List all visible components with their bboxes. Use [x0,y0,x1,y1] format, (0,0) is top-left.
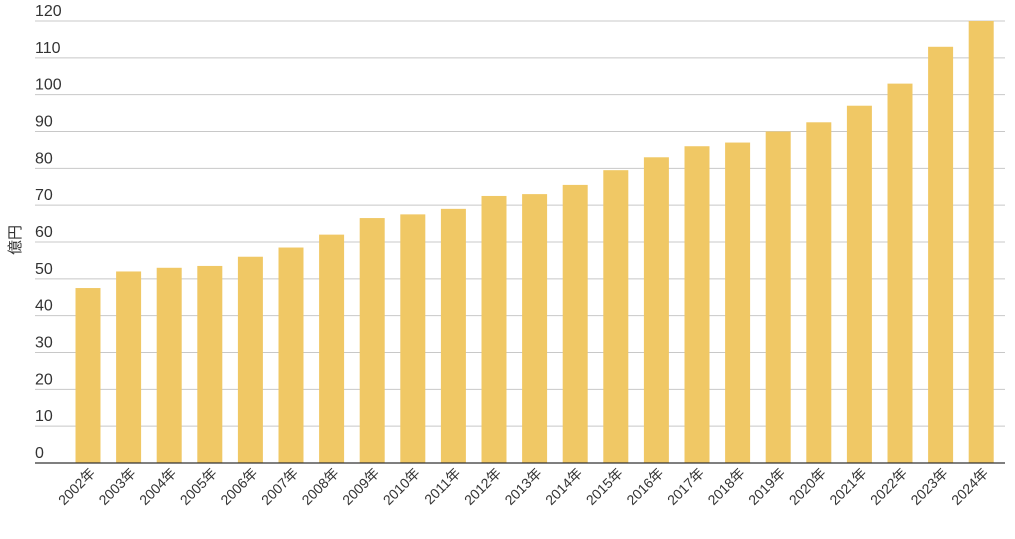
x-tick-label: 2012年 [461,465,504,508]
bar [846,105,872,463]
y-axis-label: 億円 [7,225,24,255]
y-tick-label: 30 [35,335,53,352]
bar [237,256,263,463]
y-tick-label: 70 [35,187,53,204]
x-tick-label: 2023年 [907,465,950,508]
bar [481,195,507,464]
x-tick-label: 2011年 [421,465,464,508]
x-tick-label: 2014年 [542,465,585,508]
bar [116,271,142,463]
x-tick-label: 2010年 [380,465,423,508]
bar [887,83,913,463]
x-tick-label: 2009年 [339,465,382,508]
y-tick-label: 0 [35,445,44,462]
x-tick-label: 2015年 [583,465,626,508]
bar [603,170,629,464]
bars [75,21,994,464]
y-tick-label: 10 [35,408,53,425]
x-tick-label: 2020年 [786,465,829,508]
x-tick-label: 2013年 [501,465,544,508]
bar [359,218,385,463]
bar [440,208,466,463]
bar [968,21,994,463]
y-tick-label: 20 [35,371,53,388]
bar [319,234,345,463]
bar [278,247,304,463]
bar [725,142,751,464]
x-tick-label: 2006年 [217,465,260,508]
x-tick-label: 2007年 [258,465,301,508]
bar [562,184,588,464]
y-axis-ticks: 0 10 20 30 40 50 60 70 80 90 100 110 120 [35,3,62,462]
bar [684,146,710,463]
y-tick-label: 120 [35,3,62,20]
bar [643,157,669,464]
x-tick-label: 2021年 [826,465,869,508]
x-tick-label: 2004年 [136,465,179,508]
x-tick-label: 2005年 [177,465,220,508]
y-tick-label: 110 [35,40,61,57]
x-tick-label: 2002年 [55,465,98,508]
bar [522,194,548,463]
x-tick-label: 2017年 [664,465,707,508]
bar [928,46,954,464]
x-tick-label: 2016年 [623,465,666,508]
y-tick-label: 80 [35,150,53,167]
x-axis-ticks: 2002年2003年2004年2005年2006年2007年2008年2009年… [55,465,991,508]
bar [765,131,791,463]
bar [75,288,101,463]
y-tick-label: 60 [35,224,53,241]
x-tick-label: 2003年 [95,465,138,508]
y-tick-label: 40 [35,298,53,315]
y-tick-label: 50 [35,261,53,278]
bar [156,267,182,463]
bar [400,214,426,463]
x-tick-label: 2019年 [745,465,788,508]
y-tick-label: 90 [35,114,53,131]
x-tick-label: 2022年 [867,465,910,508]
x-tick-label: 2024年 [948,465,991,508]
grid-lines [35,20,1005,427]
bar [806,122,832,464]
y-tick-label: 100 [35,77,62,94]
bar [197,265,223,463]
x-tick-label: 2018年 [704,465,747,508]
x-tick-label: 2008年 [298,465,341,508]
